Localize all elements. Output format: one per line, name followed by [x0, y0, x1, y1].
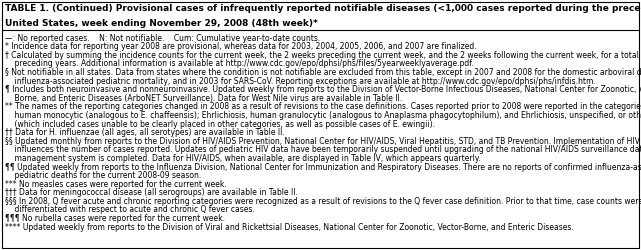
- Text: ¶ Includes both neuroinvasive and nonneuroinvasive. Updated weekly from reports : ¶ Includes both neuroinvasive and nonneu…: [5, 85, 641, 94]
- Text: ** The names of the reporting categories changed in 2008 as a result of revision: ** The names of the reporting categories…: [5, 102, 641, 111]
- Text: preceding years. Additional information is available at http://www.cdc.gov/epo/d: preceding years. Additional information …: [5, 59, 474, 68]
- Text: §§§ In 2008, Q fever acute and chronic reporting categories were recognized as a: §§§ In 2008, Q fever acute and chronic r…: [5, 197, 641, 206]
- Text: ¶¶¶ No rubella cases were reported for the current week.: ¶¶¶ No rubella cases were reported for t…: [5, 214, 225, 223]
- Text: influences the number of cases reported. Updates of pediatric HIV data have been: influences the number of cases reported.…: [5, 145, 641, 154]
- Text: pediatric deaths for the current 2008-09 season.: pediatric deaths for the current 2008-09…: [5, 171, 201, 180]
- Text: Borne, and Enteric Diseases (ArboNET Surveillance). Data for West Nile virus are: Borne, and Enteric Diseases (ArboNET Sur…: [5, 94, 402, 103]
- Text: influenza-associated pediatric mortality, and in 2003 for SARS-CoV. Reporting ex: influenza-associated pediatric mortality…: [5, 76, 595, 86]
- Text: † Calculated by summing the incidence counts for the current week, the 2 weeks p: † Calculated by summing the incidence co…: [5, 51, 641, 60]
- Text: ¶¶ Updated weekly from reports to the Influenza Division, National Center for Im: ¶¶ Updated weekly from reports to the In…: [5, 162, 641, 172]
- Text: differentiated with respect to acute and chronic Q fever cases.: differentiated with respect to acute and…: [5, 206, 254, 214]
- Text: §§ Updated monthly from reports to the Division of HIV/AIDS Prevention, National: §§ Updated monthly from reports to the D…: [5, 137, 641, 146]
- Text: **** Updated weekly from reports to the Division of Viral and Rickettsial Diseas: **** Updated weekly from reports to the …: [5, 223, 574, 232]
- Text: § Not notifiable in all states. Data from states where the condition is not noti: § Not notifiable in all states. Data fro…: [5, 68, 641, 77]
- Text: management system is completed. Data for HIV/AIDS, when available, are displayed: management system is completed. Data for…: [5, 154, 481, 163]
- Text: TABLE 1. (Continued) Provisional cases of infrequently reported notifiable disea: TABLE 1. (Continued) Provisional cases o…: [5, 4, 641, 13]
- Text: United States, week ending November 29, 2008 (48th week)*: United States, week ending November 29, …: [5, 18, 318, 28]
- Text: ††† Data for meningococcal disease (all serogroups) are available in Table II.: ††† Data for meningococcal disease (all …: [5, 188, 298, 197]
- Text: †† Data for H. influenzae (all ages, all serotypes) are available in Table II.: †† Data for H. influenzae (all ages, all…: [5, 128, 285, 137]
- Text: —: No reported cases.    N: Not notifiable.    Cum: Cumulative year-to-date coun: —: No reported cases. N: Not notifiable.…: [5, 34, 320, 42]
- Text: * Incidence data for reporting year 2008 are provisional, whereas data for 2003,: * Incidence data for reporting year 2008…: [5, 42, 477, 51]
- Text: (which included cases unable to be clearly placed in other categories, as well a: (which included cases unable to be clear…: [5, 120, 435, 128]
- Text: *** No measles cases were reported for the current week.: *** No measles cases were reported for t…: [5, 180, 227, 189]
- Text: human monocytic (analogous to E. chaffeensis); Ehrlichiosis, human granulocytic : human monocytic (analogous to E. chaffee…: [5, 111, 641, 120]
